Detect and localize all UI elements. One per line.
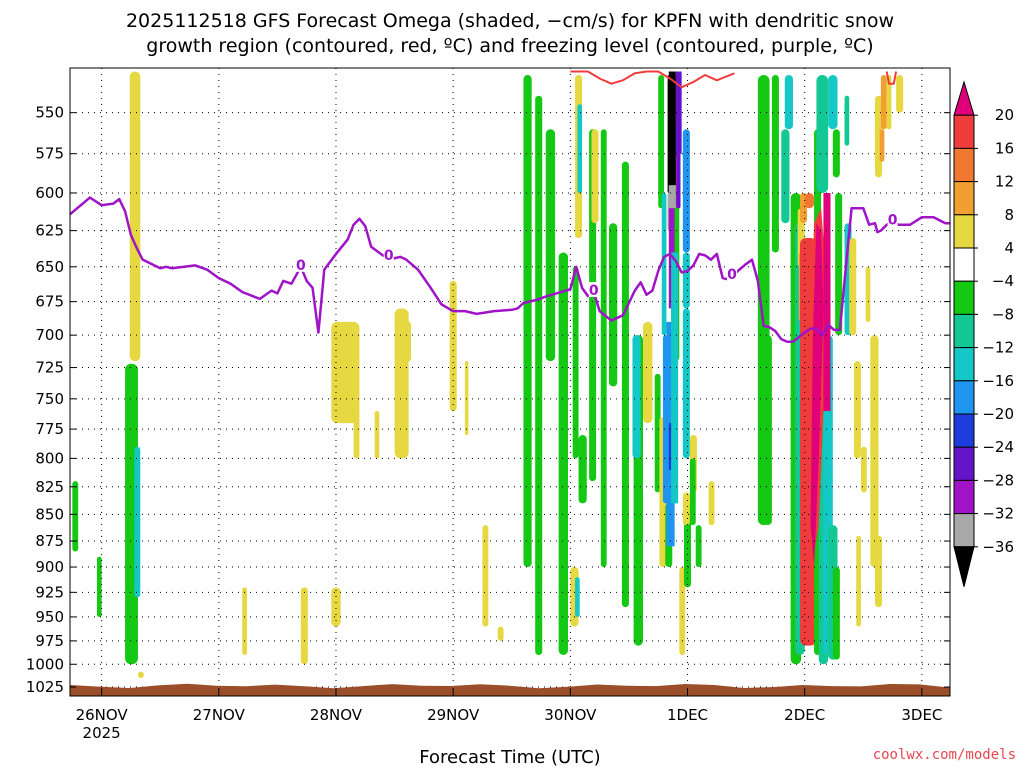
colorbar-segment [953, 413, 975, 448]
colorbar-segment [953, 313, 975, 349]
colorbar-tick-label: −16 [982, 372, 1014, 390]
colorbar-segment [953, 479, 975, 515]
colorbar-segment [953, 280, 975, 315]
y-axis: 550 575 600 625 650 675 700 725 750 775 800 825 850 8… [26, 104, 950, 696]
colorbar-segment [953, 147, 975, 183]
x-tick-label: 1DEC [667, 706, 708, 724]
colorbar-tick-label: −24 [982, 438, 1014, 456]
y-tick-label: 750 [35, 390, 64, 408]
dgz-contour-line [570, 70, 735, 89]
freezing-level-line [70, 196, 950, 343]
y-tick-label: 925 [35, 583, 64, 601]
y-tick-label: 950 [35, 608, 64, 626]
freezing-level-label: 0 [589, 283, 599, 299]
colorbar-tick-label: 4 [1004, 239, 1014, 257]
x-tick-label: 28NOV [310, 706, 363, 724]
y-tick-label: 850 [35, 505, 64, 523]
freezing-level-label: 0 [888, 213, 898, 229]
dgz-contour-line [885, 71, 898, 85]
y-tick-label: 600 [35, 184, 64, 202]
colorbar-segment [953, 181, 975, 216]
colorbar-tick-label: 20 [995, 106, 1014, 124]
y-tick-label: 700 [35, 326, 64, 344]
freezing-level-label: 0 [296, 258, 306, 274]
y-tick-label: 900 [35, 558, 64, 576]
colorbar-segment [953, 214, 975, 249]
y-tick-label: 725 [35, 359, 64, 377]
y-tick-label: 575 [35, 145, 64, 163]
y-tick-label: 650 [35, 258, 64, 276]
y-tick-label: 1025 [26, 678, 64, 696]
omega-shading [72, 71, 904, 678]
freezing-level-label: 0 [384, 248, 394, 264]
colorbar-tick-label: 16 [995, 139, 1014, 157]
colorbar-tick-label: 12 [995, 173, 1014, 191]
colorbar-tick-label: −12 [982, 339, 1014, 357]
colorbar-tick-label: −20 [982, 405, 1014, 423]
colorbar-segment [953, 380, 975, 415]
x-tick-label: 2DEC [784, 706, 825, 724]
colorbar: 20 16 12 8 4 −4 −8 −12 −16 −20 −24 −28 −32 −36 [953, 80, 1014, 587]
y-tick-label: 675 [35, 293, 64, 311]
x-axis-title: Forecast Time (UTC) [419, 747, 600, 768]
chart-title-line-2: growth region (contoured, red, ºC) and f… [146, 35, 873, 57]
colorbar-segment [953, 114, 975, 149]
y-tick-label: 800 [35, 449, 64, 467]
x-tick-label: 3DEC [901, 706, 942, 724]
y-tick-label: 775 [35, 420, 64, 438]
colorbar-tick-label: −8 [992, 305, 1014, 323]
y-tick-label: 825 [35, 478, 64, 496]
credit-text: coolwx.com/models [873, 747, 1016, 763]
y-tick-label: 625 [35, 222, 64, 240]
x-tick-year-label: 2025 [83, 724, 121, 742]
ground-fill [70, 683, 950, 696]
colorbar-tick-label: −4 [992, 272, 1014, 290]
colorbar-segment [953, 247, 975, 282]
y-tick-label: 550 [35, 104, 64, 122]
colorbar-segment [953, 446, 975, 481]
colorbar-tick-label: −32 [982, 505, 1014, 523]
colorbar-tick-label: −36 [982, 538, 1014, 556]
colorbar-segment [953, 513, 975, 548]
plot-frame [69, 67, 951, 697]
colorbar-top-arrow [953, 80, 975, 116]
freezing-level-label: 0 [727, 267, 737, 283]
x-tick-label: 29NOV [427, 706, 480, 724]
colorbar-bottom-arrow [953, 546, 975, 587]
colorbar-tick-label: 8 [1004, 206, 1014, 224]
contours: 0 0 0 0 0 [70, 70, 950, 343]
ground-layer [70, 683, 950, 696]
y-tick-label: 975 [35, 632, 64, 650]
x-tick-label: 27NOV [193, 706, 246, 724]
y-tick-label: 875 [35, 532, 64, 550]
y-tick-label: 1000 [26, 655, 64, 673]
colorbar-tick-label: −28 [982, 471, 1014, 489]
x-tick-label: 26NOV [76, 706, 129, 724]
colorbar-segment [953, 347, 975, 382]
x-tick-label: 30NOV [544, 706, 597, 724]
chart-title-line-1: 2025112518 GFS Forecast Omega (shaded, −… [126, 10, 894, 32]
